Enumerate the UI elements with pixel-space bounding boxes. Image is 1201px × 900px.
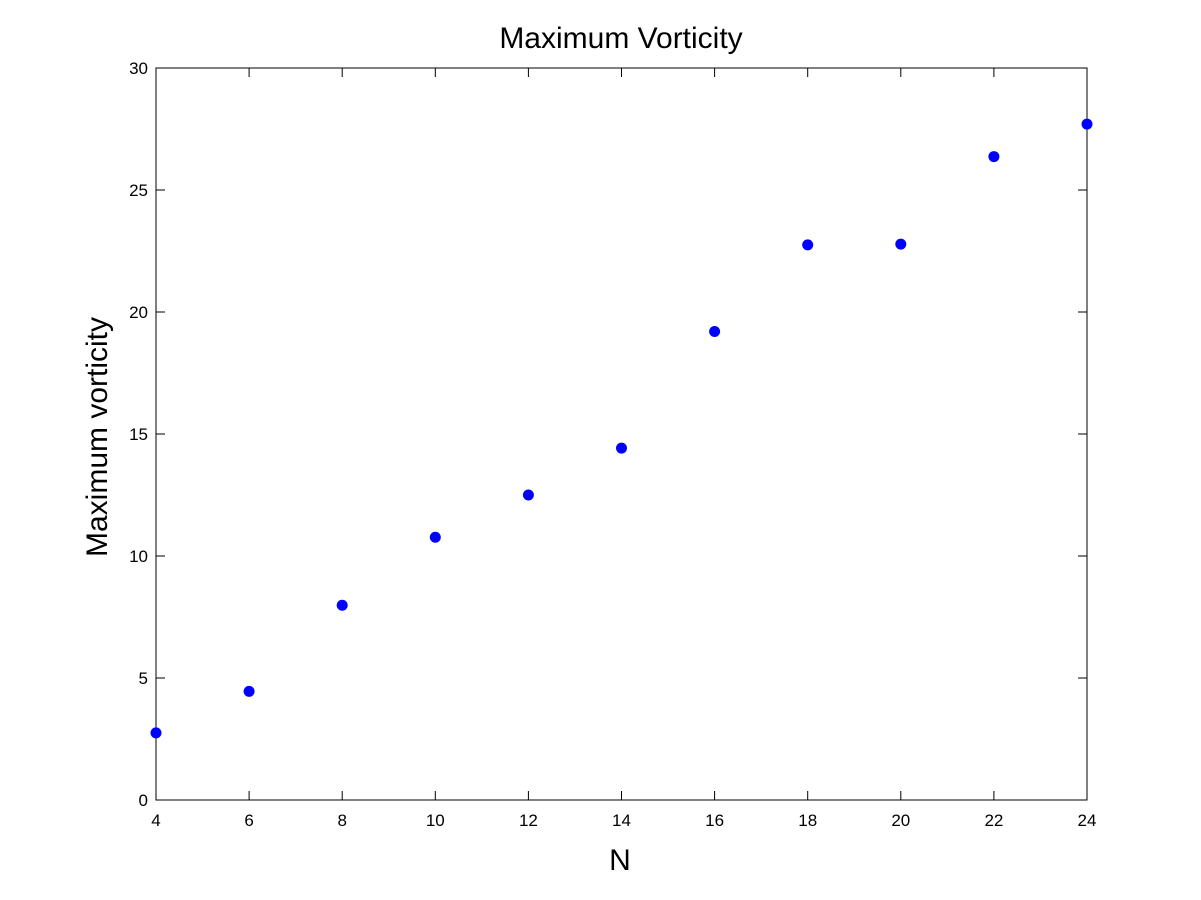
data-point	[336, 599, 348, 611]
y-tick-label: 10	[129, 547, 148, 566]
data-point	[429, 531, 441, 543]
data-point	[150, 727, 162, 739]
x-tick-label: 12	[519, 811, 538, 830]
x-tick-label: 18	[798, 811, 817, 830]
y-axis-label: Maximum vorticity	[81, 317, 114, 557]
y-tick-label: 20	[129, 303, 148, 322]
chart-title: Maximum Vorticity	[499, 22, 742, 55]
data-point	[1081, 118, 1093, 130]
y-tick-label: 0	[139, 791, 148, 810]
x-tick-label: 8	[337, 811, 346, 830]
data-point	[616, 442, 627, 454]
x-tick-label: 22	[984, 811, 1003, 830]
y-tick-label: 15	[129, 425, 148, 444]
x-axis-label: N	[609, 844, 631, 877]
x-tick-label: 20	[891, 811, 910, 830]
data-point	[243, 685, 255, 697]
data-point	[988, 151, 1000, 163]
data-point	[709, 326, 721, 338]
data-point	[522, 489, 534, 501]
y-tick-label: 30	[129, 59, 148, 78]
x-tick-label: 6	[244, 811, 253, 830]
plot-area	[155, 67, 1088, 801]
x-tick-label: 14	[612, 811, 631, 830]
data-point	[895, 238, 907, 250]
x-tick-label: 4	[151, 811, 160, 830]
y-axis: 0 5 10 15 20 25 30	[129, 59, 1087, 810]
x-axis: 4 6 8 10 12 14 16 18 20 22 24	[151, 68, 1096, 830]
data-points	[150, 118, 1093, 739]
y-tick-label: 5	[139, 669, 148, 688]
x-tick-label: 24	[1078, 811, 1097, 830]
x-tick-label: 10	[426, 811, 445, 830]
x-tick-label: 16	[705, 811, 724, 830]
y-tick-label: 25	[129, 181, 148, 200]
data-point	[802, 239, 814, 251]
